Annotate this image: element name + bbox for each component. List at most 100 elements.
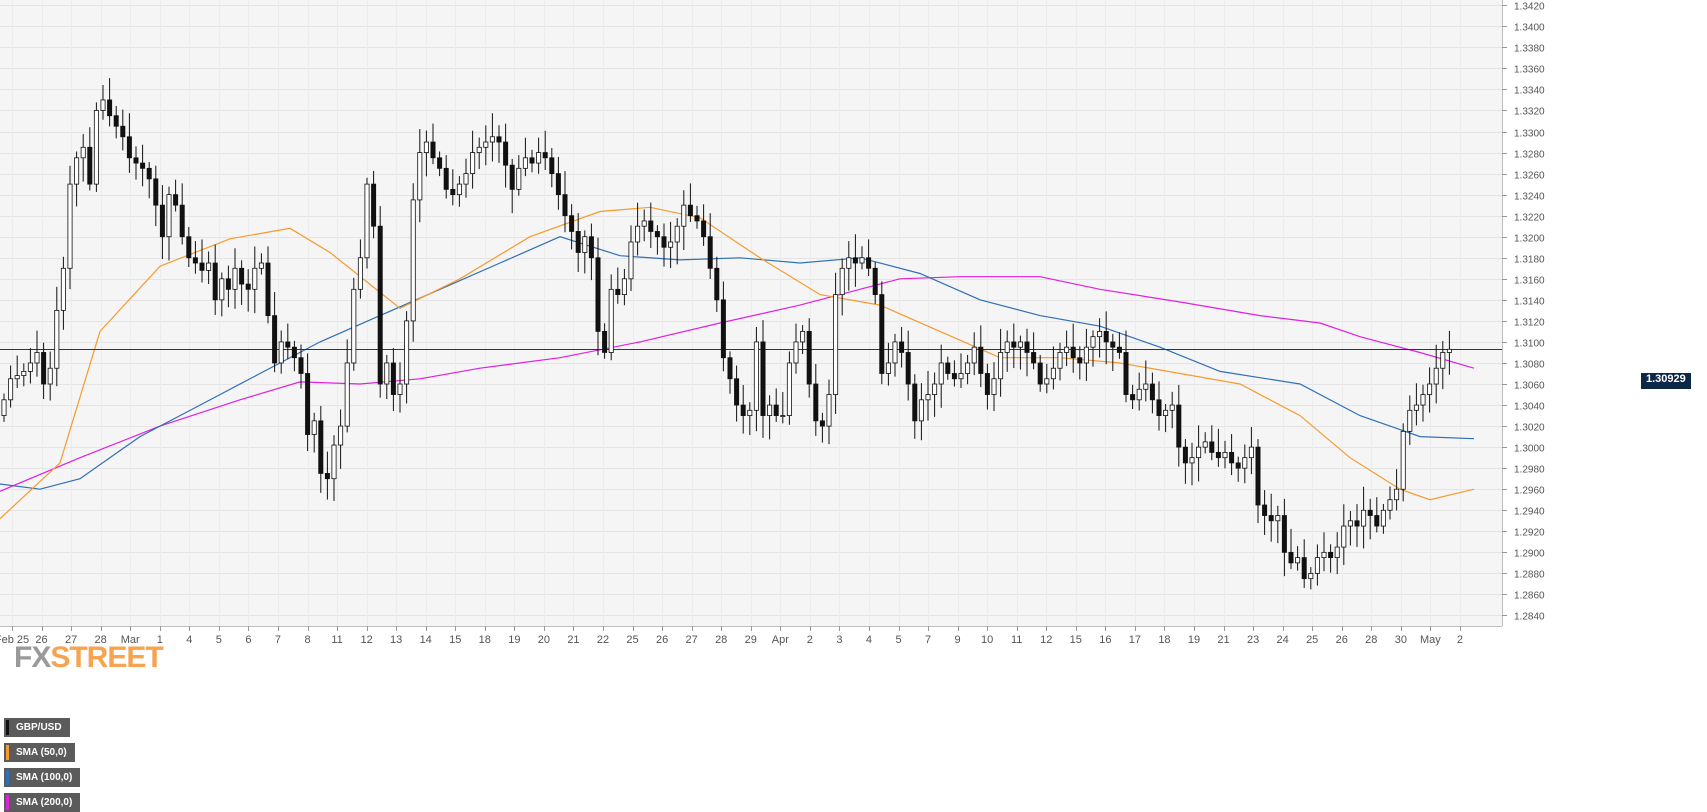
candle	[1090, 330, 1096, 367]
candle	[529, 149, 535, 173]
y-tick-label: 1.3400	[1514, 23, 1545, 34]
candle-body	[1077, 357, 1083, 364]
candle	[298, 344, 304, 389]
candle	[212, 244, 218, 315]
candle-body	[417, 152, 423, 201]
candle-body	[1037, 362, 1043, 385]
candle-body	[1400, 430, 1406, 490]
candle	[1400, 423, 1406, 502]
candle-body	[747, 409, 753, 416]
candle-body	[153, 178, 159, 206]
candle	[1215, 428, 1221, 467]
candle-body	[377, 225, 383, 385]
candle	[173, 179, 179, 212]
candle-body	[74, 157, 80, 185]
candle-body	[1433, 367, 1439, 385]
candle-body	[219, 278, 225, 301]
candle	[1268, 493, 1274, 542]
y-tick-label: 1.3020	[1514, 423, 1545, 434]
candle-body	[905, 352, 911, 385]
candle-body	[496, 136, 502, 143]
candle-body	[1288, 551, 1294, 564]
legend-swatch	[6, 720, 9, 735]
y-tick-label: 1.3040	[1514, 402, 1545, 413]
candle	[687, 183, 693, 222]
candle-body	[536, 152, 542, 164]
candle	[1050, 346, 1056, 390]
candle-body	[951, 373, 957, 380]
candle	[430, 123, 436, 165]
candle	[357, 239, 363, 299]
x-tick-label: 14	[420, 634, 432, 646]
candle-body	[1229, 452, 1235, 464]
candle	[846, 241, 852, 291]
candle	[984, 363, 990, 410]
candle	[621, 269, 627, 306]
candle-body	[813, 383, 819, 422]
x-tick-label: 7	[925, 634, 931, 646]
candle	[324, 451, 330, 500]
candle-body	[727, 357, 733, 380]
candle	[661, 223, 667, 267]
candle	[1103, 311, 1109, 365]
candle-body	[318, 420, 324, 474]
candle	[1288, 528, 1294, 570]
candle	[1446, 330, 1452, 375]
candle-body	[714, 267, 720, 301]
candle-body	[1130, 394, 1136, 401]
candle	[945, 356, 951, 380]
legend-label: GBP/USD	[16, 722, 62, 733]
candle-body	[159, 204, 165, 238]
candle-body	[641, 220, 647, 227]
candle	[899, 327, 905, 368]
candle-body	[978, 346, 984, 374]
candle-body	[285, 341, 291, 348]
candle	[93, 102, 99, 192]
x-tick-label: 17	[1129, 634, 1141, 646]
candle-body	[87, 146, 93, 185]
candle	[575, 213, 581, 272]
candle	[1044, 363, 1050, 394]
candle-body	[1163, 409, 1169, 416]
candle	[1136, 372, 1142, 411]
candle	[1037, 354, 1043, 392]
legend-label: SMA (200,0)	[16, 797, 73, 808]
candle	[1440, 340, 1446, 390]
candle-body	[437, 157, 443, 169]
candle-body	[60, 267, 66, 311]
candle	[153, 165, 159, 227]
candle-body	[1215, 452, 1221, 459]
candle-body	[357, 257, 363, 290]
candle	[681, 190, 687, 250]
candle-body	[793, 341, 799, 364]
candle-body	[324, 473, 330, 480]
x-tick-label: 10	[981, 634, 993, 646]
current-price-badge: 1.30929	[1641, 373, 1691, 389]
candle-body	[1308, 572, 1314, 580]
x-tick-label: 11	[1011, 634, 1022, 646]
candle-body	[1050, 367, 1056, 380]
candle	[252, 246, 258, 314]
candle-body	[1004, 341, 1010, 353]
candle-body	[166, 194, 172, 238]
candle-body	[483, 141, 489, 148]
candle-body	[1182, 446, 1188, 464]
candle	[1235, 456, 1241, 482]
candle	[615, 267, 621, 304]
candle	[140, 144, 146, 187]
candle	[595, 237, 601, 356]
y-tick-label: 1.3060	[1514, 381, 1545, 392]
candle	[549, 148, 555, 188]
candle	[522, 137, 528, 177]
candle	[1017, 335, 1023, 370]
y-tick-label: 1.3080	[1514, 360, 1545, 371]
candle-body	[80, 146, 86, 159]
candle	[951, 360, 957, 387]
candle	[1143, 360, 1149, 402]
candle-body	[1011, 341, 1017, 348]
candlestick-chart: 1.2840 1.2860 1.2880 1.2900 1.2920 1.2940 1.29…	[0, 0, 1545, 646]
candle	[404, 311, 410, 404]
candle	[417, 129, 423, 223]
x-tick-label: 12	[360, 634, 372, 646]
candle-body	[582, 236, 588, 253]
